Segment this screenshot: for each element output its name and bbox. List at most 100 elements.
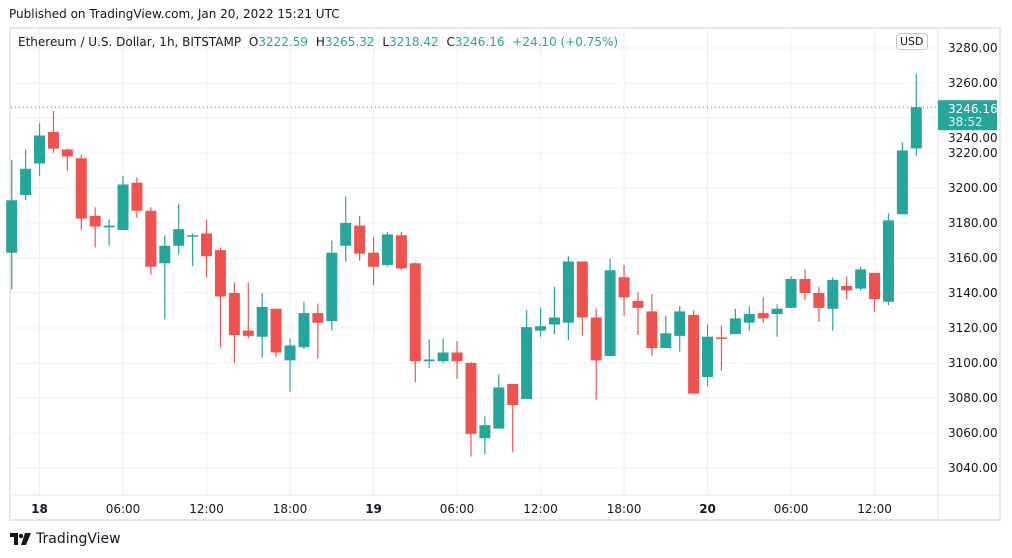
- time-axis[interactable]: 18 06:00 12:00 18:00 19 06:00 12:00 18:00 20 06:0…: [31, 502, 892, 516]
- candle: [312, 303, 324, 359]
- candle: [855, 266, 867, 291]
- tradingview-logo-icon: [10, 533, 31, 545]
- candle: [882, 213, 894, 306]
- candle: [61, 148, 73, 171]
- candle: [6, 160, 18, 290]
- candle-body: [548, 317, 560, 325]
- tradingview-logo[interactable]: TradingView: [10, 531, 121, 547]
- candle-body: [660, 333, 672, 349]
- candle-body: [535, 326, 547, 331]
- candle-body: [173, 229, 185, 246]
- price-tick-label: 3080.00: [948, 391, 998, 405]
- candle-body: [395, 235, 407, 269]
- candle: [618, 265, 630, 316]
- time-tick-label: 12:00: [189, 502, 224, 516]
- candle: [535, 307, 547, 337]
- candle: [326, 240, 338, 331]
- candle: [771, 304, 783, 337]
- candle-body: [771, 308, 783, 314]
- candle: [298, 301, 310, 349]
- time-tick-label: 06:00: [774, 502, 809, 516]
- candle: [284, 338, 296, 392]
- price-tick-label: 3260.00: [948, 76, 998, 90]
- candle-body: [381, 234, 393, 265]
- price-tick-label: 3060.00: [948, 426, 998, 440]
- candle-body: [256, 307, 268, 337]
- time-tick-label: 18:00: [273, 502, 308, 516]
- candle-body: [326, 252, 338, 321]
- candle: [702, 324, 714, 386]
- published-caption: Published on TradingView.com, Jan 20, 20…: [9, 7, 340, 21]
- candle: [827, 277, 839, 331]
- candle: [813, 286, 825, 322]
- time-tick-label: 06:00: [440, 502, 475, 516]
- candle-body: [882, 220, 894, 302]
- candle-body: [493, 387, 505, 429]
- candle: [910, 73, 922, 156]
- candle-body: [841, 286, 853, 291]
- last-price-marker: 3246.16 38:52: [11, 100, 998, 131]
- candle: [201, 219, 213, 278]
- price-tick-label: 3240.00: [948, 131, 998, 145]
- candle: [757, 297, 769, 323]
- candles: [6, 73, 922, 457]
- candle-body: [896, 150, 908, 215]
- candle: [256, 293, 268, 358]
- candle-body: [34, 135, 46, 164]
- candle: [173, 203, 185, 255]
- candle: [521, 310, 533, 399]
- currency-button[interactable]: USD: [896, 33, 928, 50]
- candle: [20, 149, 32, 201]
- candle: [214, 247, 226, 348]
- close-value: C3246.16: [446, 35, 505, 49]
- candle-body: [159, 245, 171, 264]
- candle: [632, 292, 644, 335]
- candle-body: [507, 384, 519, 405]
- candle-body: [757, 313, 769, 319]
- candle-body: [702, 336, 714, 377]
- candle: [354, 216, 366, 261]
- candle: [34, 123, 46, 176]
- candle: [646, 293, 658, 356]
- candle-body: [228, 293, 240, 335]
- change-value: +24.10 (+0.75%): [512, 35, 619, 49]
- candle: [131, 177, 143, 218]
- low-value: L3218.42: [382, 35, 439, 49]
- symbol-legend: Ethereum / U.S. Dollar, 1h, BITSTAMP O32…: [18, 35, 622, 49]
- candle-body: [576, 261, 588, 318]
- candle: [451, 341, 463, 379]
- candle-body: [201, 233, 213, 257]
- price-tick-label: 3200.00: [948, 181, 998, 195]
- price-tick-label: 3280.00: [948, 41, 998, 55]
- candle-body: [479, 425, 491, 439]
- candle-body: [61, 149, 73, 157]
- candle: [75, 154, 87, 230]
- symbol-title[interactable]: Ethereum / U.S. Dollar, 1h, BITSTAMP: [18, 35, 242, 49]
- candle: [674, 306, 686, 352]
- candle-body: [562, 261, 574, 323]
- candle: [785, 276, 797, 308]
- candle-body: [187, 235, 199, 237]
- candle: [562, 256, 574, 341]
- candle-body: [131, 182, 143, 211]
- candle-body: [674, 311, 686, 336]
- time-tick-label: 12:00: [523, 502, 558, 516]
- candle-body: [270, 308, 282, 353]
- candle-body: [89, 216, 101, 227]
- candle-body: [312, 313, 324, 323]
- candle: [117, 175, 129, 230]
- candle-body: [688, 314, 700, 394]
- high-value: H3265.32: [315, 35, 375, 49]
- candle: [576, 261, 588, 336]
- candle: [507, 384, 519, 453]
- brand-name: TradingView: [36, 531, 121, 547]
- candle: [228, 282, 240, 363]
- chart-frame: [9, 27, 1001, 521]
- candle-body: [785, 279, 797, 308]
- candle: [89, 207, 101, 248]
- candle: [437, 338, 449, 363]
- candle-body: [75, 158, 87, 219]
- candle-body: [646, 311, 658, 349]
